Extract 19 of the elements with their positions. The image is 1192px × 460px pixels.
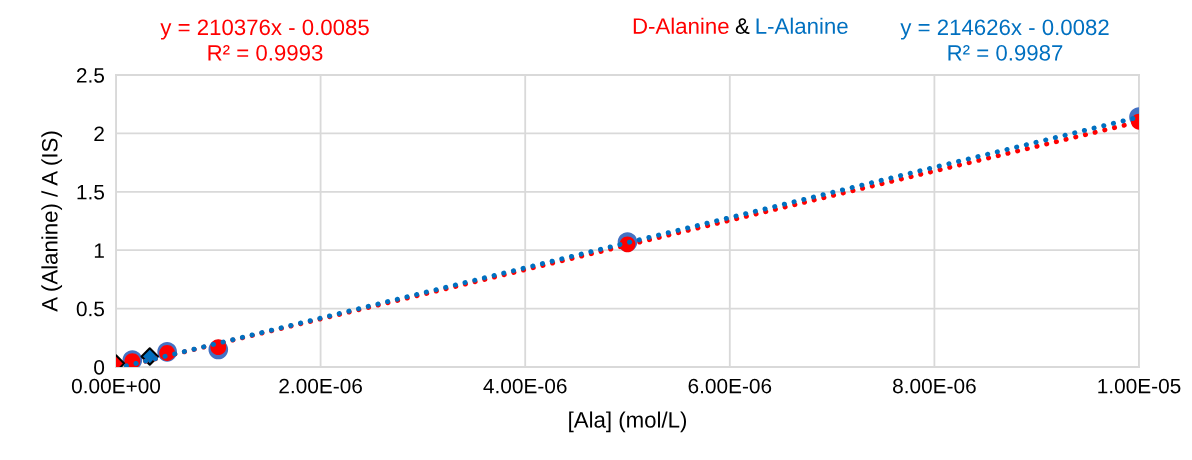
x-tick-label: 1.00E-05 [1098, 378, 1181, 394]
text: y = 210376x - 0.0085 R² = 0.9993 [160, 19, 369, 61]
text: y = 214626x - 0.0082 R² = 0.9987 [900, 19, 1109, 61]
text: L-Alanine [756, 17, 848, 34]
text: D-Alanine [633, 17, 729, 34]
y-tick-label: 0.5 [76, 301, 105, 317]
y-tick-label: 2 [94, 126, 104, 141]
y-tick-label: 1 [94, 243, 104, 258]
x-tick-label: 6.00E-06 [688, 378, 772, 394]
y-tick-label: 1.5 [77, 185, 105, 200]
text: & [735, 18, 750, 34]
y-tick-label: 0 [94, 360, 105, 375]
x-tick-label: 8.00E-06 [893, 378, 976, 394]
y-tick-label: 2.5 [76, 68, 105, 83]
x-axis-title: [Ala] (mol/L) [569, 411, 687, 433]
x-tick-label: 2.00E-06 [279, 378, 362, 394]
y-axis-title: A (Alanine) / A (IS) [41, 131, 63, 312]
x-tick-label: 0.00E+00 [71, 378, 161, 394]
x-tick-label: 4.00E-06 [483, 378, 567, 394]
